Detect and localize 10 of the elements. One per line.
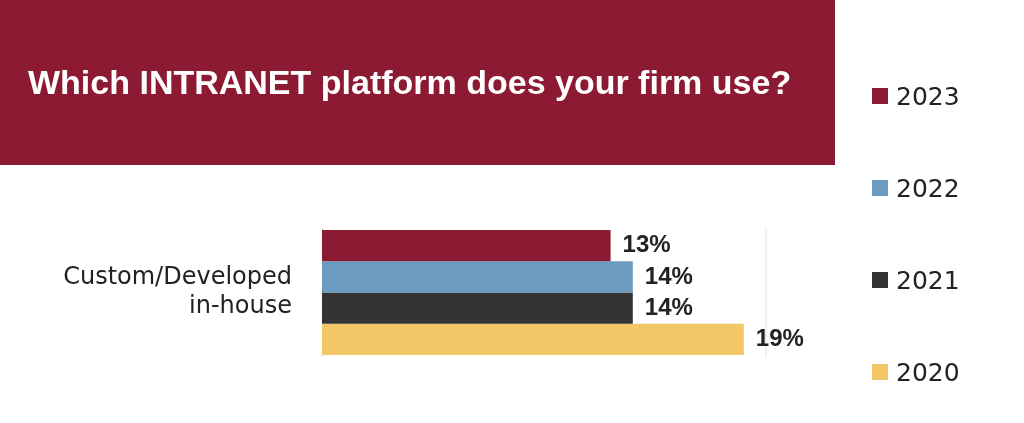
legend-label: 2023 [896,81,960,111]
y-tick-label: Custom/Developed in-house [63,262,292,320]
legend-label: 2022 [896,173,960,203]
chart-title: Which INTRANET platform does your firm use? [0,0,835,165]
data-label: 13% [622,230,671,258]
data-label: 19% [755,323,804,351]
data-label: 14% [644,292,693,320]
legend-label: 2021 [896,265,960,295]
data-label: 14% [644,261,693,289]
legend-label: 2020 [896,357,960,387]
